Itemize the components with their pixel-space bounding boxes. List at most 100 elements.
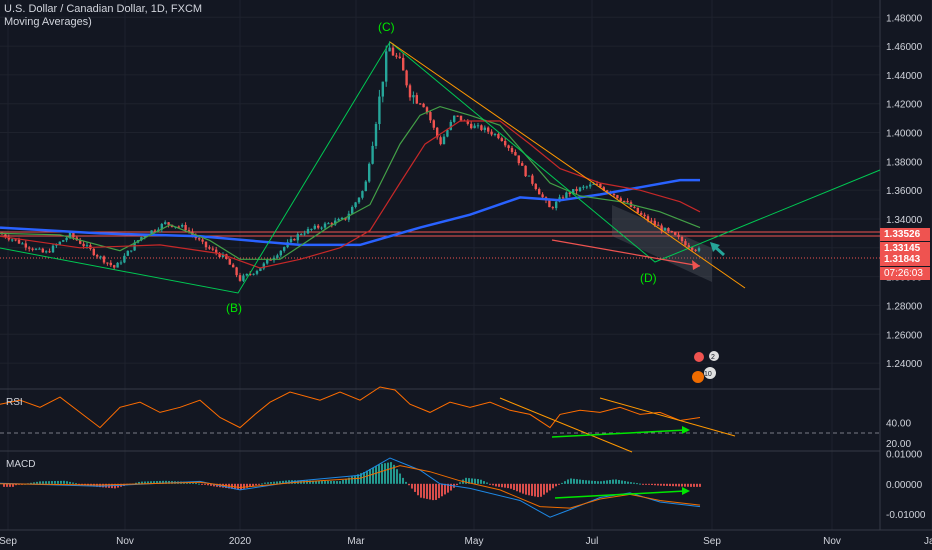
time-tick-label: Jan (924, 536, 932, 547)
candle-body (388, 47, 391, 52)
candle-body (402, 57, 405, 71)
candle-body (31, 248, 34, 250)
macd-hist-bar (336, 481, 338, 484)
macd-hist-bar (549, 483, 551, 491)
macd-hist-bar (618, 479, 620, 484)
candle-body (187, 230, 191, 232)
candle-body (279, 250, 282, 256)
candle-body (296, 234, 299, 241)
candle-body (82, 243, 85, 247)
time-tick-label: Jul (586, 536, 599, 547)
macd-hist-bar (408, 483, 410, 486)
macd-hist-bar (630, 482, 632, 484)
red-trend-arrow (551, 239, 701, 267)
macd-hist-bar (696, 483, 698, 487)
macd-hist-bar (495, 483, 497, 487)
candle-body (116, 262, 119, 268)
price-tag-1: 1.33526 (880, 228, 930, 241)
macd-hist-bar (432, 483, 434, 501)
candle-body (140, 236, 143, 241)
rsi-divergence-arrow (682, 426, 690, 434)
macd-hist-bar (207, 483, 209, 486)
candle-body (211, 248, 214, 250)
macd-hist-bar (483, 481, 485, 484)
macd-hist-bar (246, 483, 248, 488)
macd-hist-bar (33, 482, 35, 484)
candle-body (466, 120, 469, 124)
candle-body (351, 207, 354, 214)
macd-hist-bar (309, 480, 311, 484)
macd-hist-bar (540, 483, 542, 497)
macd-hist-bar (423, 483, 425, 499)
macd-hist-bar (459, 482, 461, 484)
macd-hist-bar (522, 483, 524, 494)
event-badge-2[interactable]: 10 (692, 367, 716, 383)
candle-body (160, 223, 163, 230)
price-axis[interactable]: 1.48000 1.46000 1.44000 1.42000 1.40000 1.380… (886, 13, 923, 370)
macd-hist-bar (306, 480, 308, 484)
macd-hist-bar (690, 483, 692, 487)
macd-tick-label: 0.00000 (886, 480, 923, 491)
candle-body (58, 241, 61, 245)
candle-body (398, 56, 401, 58)
macd-hist-bar (546, 483, 548, 493)
time-axis[interactable]: Sep Nov 2020 Mar May Jul Sep Nov Jan (0, 536, 932, 547)
candle-body (41, 248, 44, 253)
candle-body (242, 275, 245, 281)
macd-hist-bar (591, 480, 593, 484)
macd-hist-bar (576, 479, 578, 484)
macd-hist-bar (165, 480, 167, 484)
candle-body (102, 256, 106, 263)
macd-hist-bar (195, 483, 197, 485)
macd-hist-bar (390, 462, 392, 484)
macd-hist-bar (261, 483, 263, 485)
ema-red-line (0, 120, 701, 269)
candle-body (262, 263, 265, 269)
candle-body (225, 254, 228, 260)
candle-body (612, 193, 616, 196)
macd-hist-bar (138, 481, 140, 484)
candle-body (354, 202, 357, 208)
macd-hist-bar (387, 462, 389, 484)
macd-hist-bar (567, 479, 569, 484)
candle-body (429, 112, 432, 121)
candle-body (123, 255, 126, 263)
macd-hist-bar (642, 483, 644, 485)
candle-body (17, 239, 21, 244)
candle-body (96, 255, 99, 257)
macd-hist-bar (384, 463, 386, 484)
macd-hist-bar (573, 478, 575, 484)
macd-hist-bar (663, 483, 665, 486)
macd-hist-bar (147, 481, 149, 484)
candle-body (636, 207, 639, 213)
candle-body (133, 242, 136, 251)
candle-body (357, 197, 361, 203)
macd-hist-bar (273, 481, 275, 484)
candle-body (330, 223, 333, 225)
macd-hist-bar (249, 483, 251, 487)
candle-body (198, 238, 201, 240)
candle-body (619, 198, 622, 201)
candle-body (657, 224, 660, 226)
candle-body (480, 125, 483, 130)
price-tick-label: 1.26000 (886, 330, 923, 341)
macd-divergence-arrow (682, 487, 690, 495)
candle-body (476, 125, 480, 127)
candle-body (456, 115, 459, 117)
candle-body (184, 224, 187, 231)
macd-hist-bar (312, 480, 314, 484)
price-tick-label: 1.44000 (886, 71, 923, 82)
candle-body (395, 55, 398, 57)
candle-body (252, 273, 255, 275)
event-badge-1[interactable]: 2 (694, 351, 719, 362)
candle-body (578, 187, 582, 191)
macd-hist-bar (543, 483, 545, 495)
candle-body (595, 183, 599, 185)
candle-body (313, 225, 316, 229)
macd-tick-label: -0.01000 (886, 510, 926, 521)
candle-body (667, 228, 670, 232)
teal-arrowhead (710, 242, 720, 252)
candle-body (446, 129, 449, 137)
candle-body (215, 249, 218, 254)
